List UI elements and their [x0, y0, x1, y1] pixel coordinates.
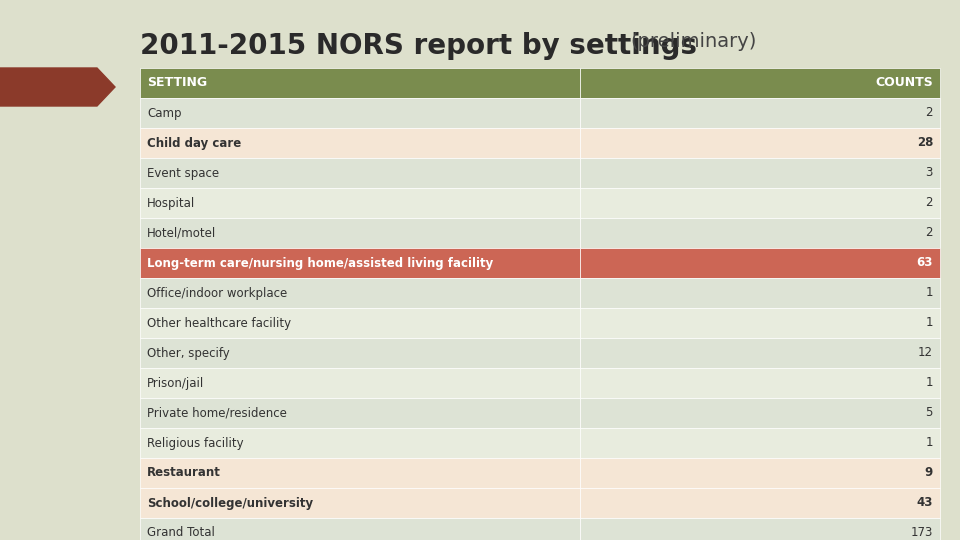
Text: 1: 1: [925, 436, 933, 449]
Text: Office/indoor workplace: Office/indoor workplace: [147, 287, 287, 300]
Text: Grand Total: Grand Total: [147, 526, 215, 539]
Text: 173: 173: [911, 526, 933, 539]
Text: 12: 12: [918, 347, 933, 360]
Bar: [140, 308, 580, 338]
Bar: [140, 398, 580, 428]
Bar: [140, 428, 580, 458]
Bar: [140, 248, 580, 278]
Text: Long-term care/nursing home/assisted living facility: Long-term care/nursing home/assisted liv…: [147, 256, 493, 269]
Bar: [140, 98, 580, 128]
Bar: [580, 488, 940, 518]
Bar: [140, 458, 580, 488]
Text: 1: 1: [925, 376, 933, 389]
Bar: [140, 128, 580, 158]
Bar: [140, 158, 580, 188]
Text: 2: 2: [925, 106, 933, 119]
Text: (preliminary): (preliminary): [630, 32, 756, 51]
Bar: [580, 368, 940, 398]
Bar: [580, 458, 940, 488]
Text: 2: 2: [925, 226, 933, 240]
Text: Hotel/motel: Hotel/motel: [147, 226, 216, 240]
Bar: [580, 218, 940, 248]
Bar: [140, 218, 580, 248]
Text: Religious facility: Religious facility: [147, 436, 244, 449]
Bar: [580, 248, 940, 278]
Bar: [580, 128, 940, 158]
Bar: [580, 428, 940, 458]
Bar: [580, 338, 940, 368]
Bar: [580, 188, 940, 218]
Text: 2011-2015 NORS report by settings: 2011-2015 NORS report by settings: [140, 32, 697, 60]
Text: 3: 3: [925, 166, 933, 179]
Bar: [140, 188, 580, 218]
Text: SETTING: SETTING: [147, 77, 207, 90]
Text: Child day care: Child day care: [147, 137, 241, 150]
Bar: [580, 158, 940, 188]
Text: COUNTS: COUNTS: [876, 77, 933, 90]
Bar: [580, 68, 940, 98]
Text: 9: 9: [924, 467, 933, 480]
Text: 63: 63: [917, 256, 933, 269]
Text: School/college/university: School/college/university: [147, 496, 313, 510]
Text: Other healthcare facility: Other healthcare facility: [147, 316, 291, 329]
Text: Private home/residence: Private home/residence: [147, 407, 287, 420]
Text: Camp: Camp: [147, 106, 181, 119]
Text: Restaurant: Restaurant: [147, 467, 221, 480]
Text: Prison/jail: Prison/jail: [147, 376, 204, 389]
Text: Other, specify: Other, specify: [147, 347, 229, 360]
Bar: [580, 98, 940, 128]
Text: Event space: Event space: [147, 166, 219, 179]
FancyArrow shape: [0, 68, 115, 106]
Text: 2: 2: [925, 197, 933, 210]
Bar: [580, 518, 940, 540]
Text: 1: 1: [925, 316, 933, 329]
Text: 1: 1: [925, 287, 933, 300]
Bar: [580, 308, 940, 338]
Bar: [140, 68, 580, 98]
Bar: [580, 398, 940, 428]
Text: Hospital: Hospital: [147, 197, 195, 210]
Bar: [580, 278, 940, 308]
Text: 43: 43: [917, 496, 933, 510]
Bar: [140, 518, 580, 540]
Bar: [140, 368, 580, 398]
Bar: [140, 278, 580, 308]
Bar: [140, 488, 580, 518]
Text: 28: 28: [917, 137, 933, 150]
Bar: [140, 338, 580, 368]
Text: 5: 5: [925, 407, 933, 420]
